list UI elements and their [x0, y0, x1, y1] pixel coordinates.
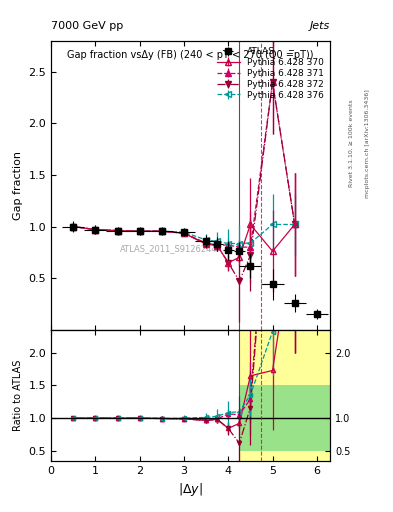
Text: ATLAS_2011_S9126244: ATLAS_2011_S9126244 [119, 244, 217, 253]
Bar [239, 330, 330, 461]
Bar [239, 386, 330, 451]
Text: Gap fraction vsΔy (FB) (240 < pT < 270 (Q0 =̅pT)): Gap fraction vsΔy (FB) (240 < pT < 270 (… [67, 50, 314, 59]
Text: Rivet 3.1.10, ≥ 100k events: Rivet 3.1.10, ≥ 100k events [349, 99, 354, 187]
Text: 7000 GeV pp: 7000 GeV pp [51, 21, 123, 31]
X-axis label: $|\Delta y|$: $|\Delta y|$ [178, 481, 203, 498]
Y-axis label: Ratio to ATLAS: Ratio to ATLAS [13, 359, 23, 431]
Y-axis label: Gap fraction: Gap fraction [13, 151, 23, 220]
Text: Jets: Jets [310, 21, 330, 31]
Legend: ATLAS, Pythia 6.428 370, Pythia 6.428 371, Pythia 6.428 372, Pythia 6.428 376: ATLAS, Pythia 6.428 370, Pythia 6.428 37… [213, 44, 327, 103]
Text: mcplots.cern.ch [arXiv:1306.3436]: mcplots.cern.ch [arXiv:1306.3436] [365, 89, 370, 198]
